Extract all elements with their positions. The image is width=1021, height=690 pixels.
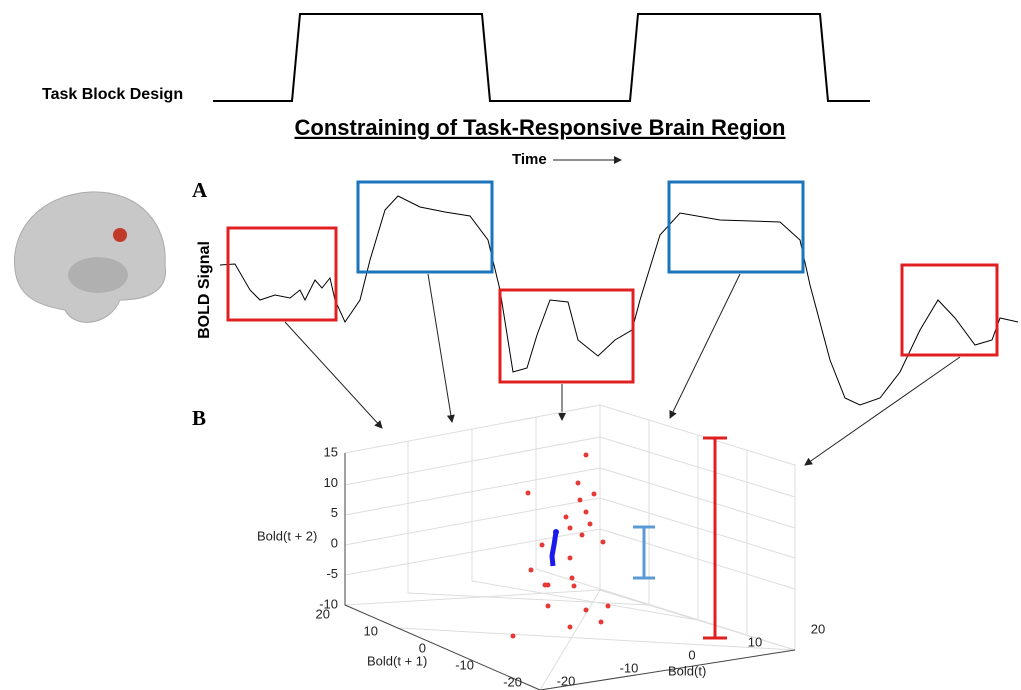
tick-label: 0 — [688, 647, 695, 662]
tick-label: 20 — [316, 606, 330, 621]
tick-label: 10 — [748, 634, 762, 649]
tick-label: 0 — [419, 640, 426, 655]
bold-signal-label: BOLD Signal — [196, 241, 213, 339]
range-bars — [633, 436, 727, 640]
task-label: Task Block Design — [42, 86, 183, 103]
panel-b-letter: B — [192, 406, 206, 430]
plot-box — [344, 404, 796, 690]
tick-label: 10 — [364, 623, 378, 638]
tick-label: 20 — [811, 621, 825, 636]
tick-label: 10 — [324, 475, 338, 490]
tick-label: -10 — [455, 657, 474, 672]
windows — [226, 180, 999, 384]
bold-curve — [219, 195, 1019, 406]
tick-label: 15 — [324, 444, 338, 459]
task-block — [213, 13, 870, 102]
tick-label: -10 — [620, 660, 639, 675]
tick-label: -5 — [326, 566, 338, 581]
panel-a-letter: A — [192, 178, 208, 202]
brain — [13, 191, 166, 323]
connectors — [284, 273, 961, 466]
time-label: Time — [512, 151, 547, 168]
tick-label: 5 — [331, 505, 338, 520]
tick-label: -20 — [557, 673, 576, 688]
y-axis-label: Bold(t + 1) — [367, 653, 427, 668]
x-axis-label: Bold(t) — [668, 663, 706, 678]
tick-label: 0 — [331, 536, 338, 551]
tick-label: -20 — [503, 674, 522, 689]
z-axis-label: Bold(t + 2) — [257, 528, 317, 543]
tick-label: -10 — [319, 596, 338, 611]
title: Constraining of Task-Responsive Brain Re… — [295, 115, 786, 140]
scatter — [510, 452, 611, 639]
